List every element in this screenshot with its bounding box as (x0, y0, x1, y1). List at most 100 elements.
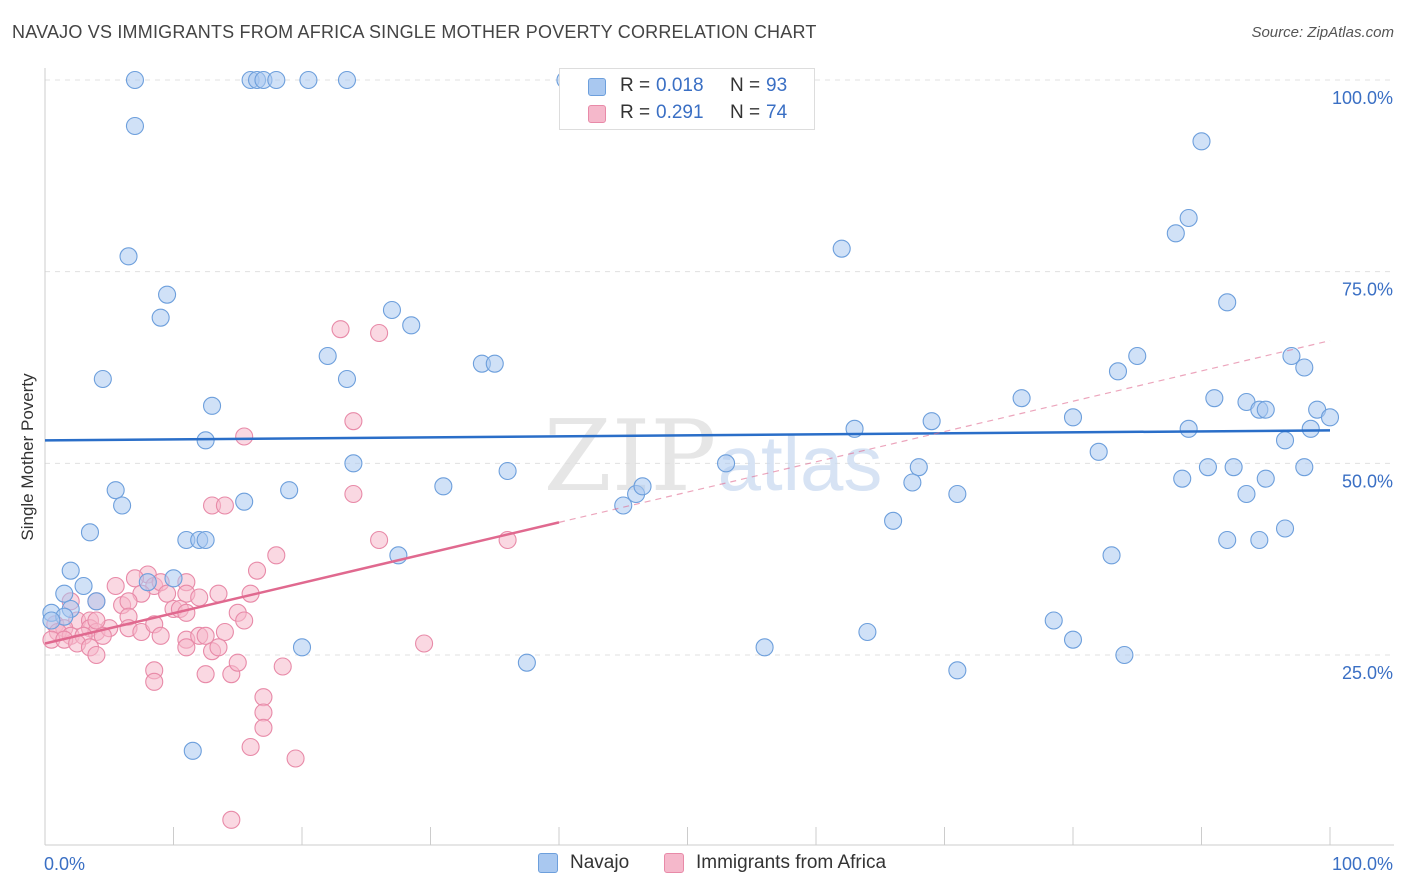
africa-point (254, 688, 273, 707)
navajo-point (633, 477, 652, 496)
navajo-point (1218, 293, 1237, 312)
africa-point (415, 634, 434, 653)
africa-point (254, 718, 273, 737)
r-label: R = (620, 75, 651, 96)
navajo-point (1205, 389, 1224, 408)
navajo-point (1256, 469, 1275, 488)
africa-point (247, 561, 267, 580)
y-tick-label: 50.0% (1342, 471, 1393, 491)
africa-point (119, 592, 138, 611)
navajo-point (382, 300, 402, 320)
navajo-point (1275, 519, 1295, 538)
navajo-point (1102, 546, 1121, 565)
navajo-point (1179, 419, 1198, 438)
navajo-point (337, 70, 357, 90)
navajo-point (832, 239, 851, 258)
navajo-point (1224, 458, 1243, 477)
africa-swatch (664, 853, 684, 873)
navajo-point (1166, 224, 1185, 243)
navajo-point (1275, 431, 1295, 450)
africa-trend-line (44, 521, 560, 645)
axes (44, 68, 1394, 846)
y-tick-label: 100.0% (1332, 88, 1393, 108)
legend-label: Navajo (570, 852, 630, 873)
navajo-point (1063, 630, 1083, 649)
tick-labels: 25.0% 50.0% 75.0% 100.0% 0.0% 100.0% (44, 88, 1393, 874)
africa-point (145, 672, 164, 691)
africa-point (87, 645, 106, 665)
navajo-point (183, 741, 202, 760)
africa-point (344, 484, 363, 504)
navajo-point (716, 454, 736, 473)
africa-point (215, 496, 234, 515)
x-tick-label: 0.0% (44, 854, 85, 874)
navajo-point (337, 369, 357, 389)
r-value: 0.018 (656, 75, 704, 96)
navajo-point (158, 285, 177, 304)
navajo-point (106, 481, 125, 500)
africa-point (190, 588, 209, 607)
navajo-point (80, 523, 100, 542)
navajo-point (1115, 645, 1134, 665)
africa-point (254, 703, 273, 722)
africa-point (370, 323, 389, 343)
africa-point (370, 530, 389, 550)
series-navajo (42, 70, 1340, 760)
navajo-point (1295, 358, 1314, 377)
africa-point (87, 611, 106, 630)
navajo-point (1128, 346, 1147, 366)
navajo-swatch (538, 853, 558, 873)
navajo-point (884, 511, 903, 530)
navajo-point (1192, 132, 1211, 151)
navajo-point (344, 454, 363, 473)
correlation-legend: R = 0.018 N = 93 R = 0.291 N = 74 (559, 68, 815, 130)
africa-point (228, 653, 247, 672)
africa-point (267, 546, 286, 565)
navajo-point (1179, 208, 1198, 228)
navajo-point (93, 369, 112, 389)
navajo-point (1256, 400, 1275, 419)
africa-point (106, 576, 125, 596)
africa-point (196, 626, 215, 645)
navajo-point (119, 247, 138, 266)
navajo-point (1282, 346, 1301, 366)
africa-point (344, 412, 363, 431)
navajo-point (614, 496, 633, 515)
navajo-point (485, 354, 504, 373)
n-label: N = (730, 102, 761, 123)
africa-point (286, 749, 305, 768)
navajo-point (922, 412, 941, 431)
navajo-point (1173, 469, 1192, 488)
chart-title: NAVAJO VS IMMIGRANTS FROM AFRICA SINGLE … (12, 22, 817, 42)
r-label: R = (620, 102, 651, 123)
navajo-point (267, 70, 286, 90)
africa-point (151, 626, 170, 645)
y-axis-label: Single Mother Poverty (18, 373, 37, 541)
r-value: 0.291 (656, 102, 704, 123)
africa-point (158, 584, 177, 603)
navajo-point (318, 346, 337, 366)
navajo-point (755, 638, 774, 657)
africa-trend-extension (558, 340, 1331, 523)
navajo-point (125, 70, 144, 90)
africa-point (273, 657, 292, 676)
navajo-point (1218, 530, 1237, 550)
navajo-trend-line (44, 429, 1331, 442)
navajo-point (1089, 442, 1108, 461)
navajo-point (299, 70, 318, 90)
navajo-point (280, 481, 299, 500)
navajo-point (164, 569, 183, 588)
navajo-point (292, 638, 312, 657)
n-value: 74 (766, 102, 788, 123)
africa-point (209, 638, 228, 657)
navajo-point (138, 573, 157, 592)
navajo-point (203, 396, 222, 415)
navajo-point (903, 473, 922, 492)
africa-point (235, 427, 254, 446)
navajo-point (125, 116, 144, 136)
navajo-point (151, 308, 170, 327)
navajo-point (1044, 611, 1063, 630)
navajo-point (1320, 408, 1340, 427)
navajo-point (55, 584, 74, 603)
